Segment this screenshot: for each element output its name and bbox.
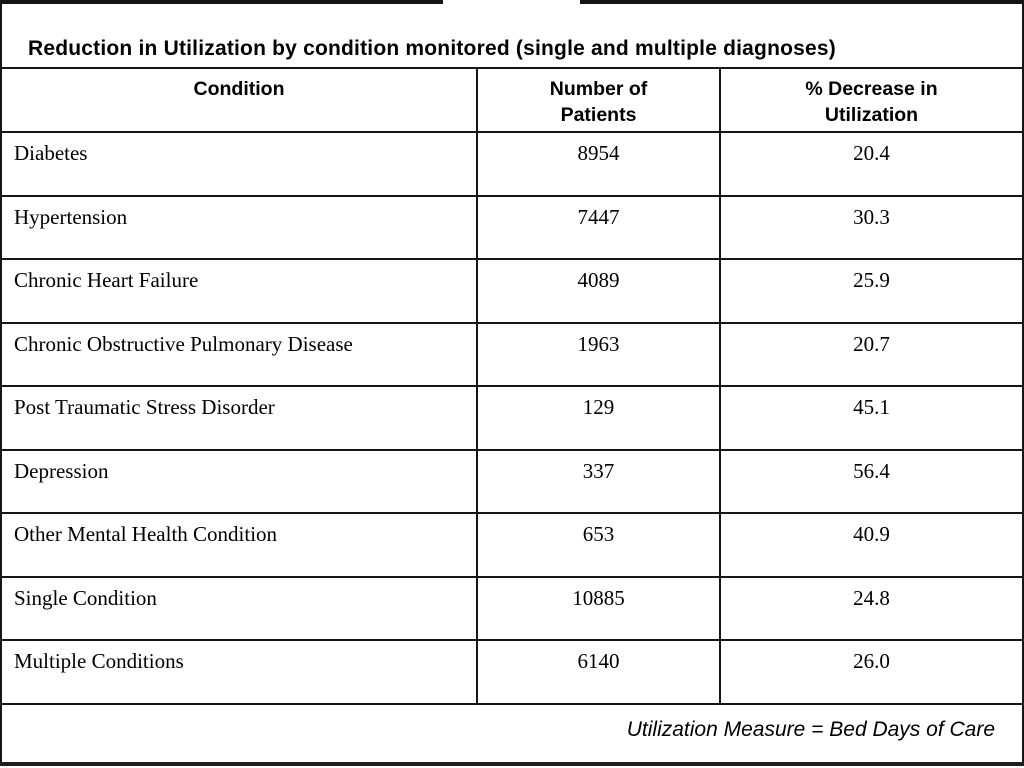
cell-condition: Diabetes [2,133,478,195]
cell-patients: 1963 [478,323,721,385]
bottom-rule [0,762,1024,766]
column-header-condition: Condition [2,69,478,131]
table-row: Depression 337 56.4 [2,450,1022,514]
cell-decrease: 56.4 [853,458,890,483]
cell-patients: 653 [478,514,721,576]
cell-patients: 129 [478,387,721,449]
table-row: Other Mental Health Condition 653 40.9 [2,514,1022,578]
cell-patients: 4089 [478,260,721,322]
table-row: Chronic Heart Failure 4089 25.9 [2,260,1022,324]
table-row: Post Traumatic Stress Disorder 129 45.1 [2,387,1022,451]
cell-condition: Post Traumatic Stress Disorder [2,387,478,449]
cell-patients: 337 [478,450,721,512]
cell-patients: 10885 [478,577,721,639]
table-row: Multiple Conditions 6140 26.0 [2,641,1022,705]
cell-patients: 7447 [478,196,721,258]
cell-decrease: 20.4 [853,141,890,165]
cell-decrease: 20.7 [853,331,890,356]
footer-row: Utilization Measure = Bed Days of Care [2,705,1022,763]
cell-decrease: 45.1 [853,395,890,419]
cell-decrease: 30.3 [853,204,890,229]
title-row: Reduction in Utilization by condition mo… [2,4,1022,69]
cell-decrease: 40.9 [853,522,890,546]
cell-condition: Chronic Heart Failure [2,260,478,322]
table-row: Single Condition 10885 24.8 [2,577,1022,641]
table-row: Chronic Obstructive Pulmonary Disease 19… [2,323,1022,387]
table-row: Hypertension 7447 30.3 [2,196,1022,260]
cell-decrease: 26.0 [853,649,890,673]
cell-condition: Multiple Conditions [2,641,478,703]
table-header-row: Condition Number of Patients % Decrease … [2,69,1022,133]
column-header-percent-decrease: % Decrease in Utilization [805,78,938,126]
top-rule-left [0,0,443,4]
cell-condition: Depression [2,450,478,512]
slide-title: Reduction in Utilization by condition mo… [28,37,836,60]
cell-condition: Hypertension [2,196,478,258]
cell-patients: 8954 [478,133,721,195]
cell-decrease: 25.9 [853,268,890,292]
table-frame: Reduction in Utilization by condition mo… [0,4,1024,762]
cell-condition: Single Condition [2,577,478,639]
cell-patients: 6140 [478,641,721,703]
cell-decrease: 24.8 [853,585,890,610]
table-row: Diabetes 8954 20.4 [2,133,1022,197]
utilization-measure-note: Utilization Measure = Bed Days of Care [626,717,995,741]
top-rule-right [580,0,1024,4]
column-header-number-of-patients: Number of Patients [478,69,721,131]
cell-condition: Chronic Obstructive Pulmonary Disease [2,323,478,385]
cell-condition: Other Mental Health Condition [2,514,478,576]
